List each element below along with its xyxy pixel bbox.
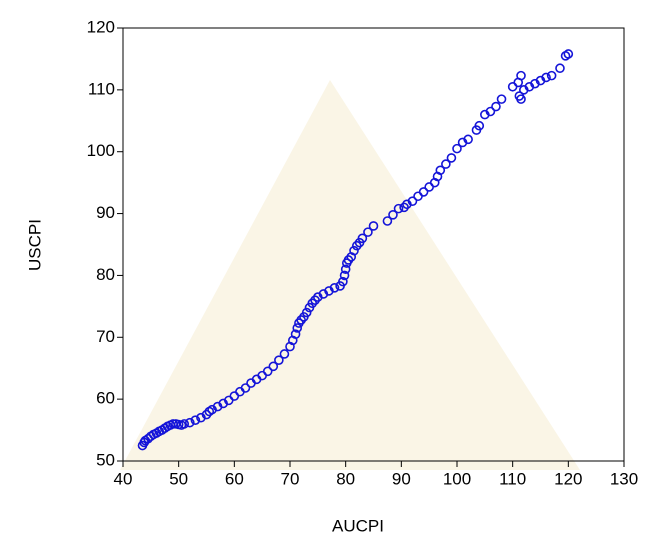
point	[268, 361, 279, 372]
point	[491, 101, 501, 112]
point	[418, 187, 429, 197]
x-tick-label: 130	[610, 469, 638, 488]
x-tick-label: 80	[336, 469, 355, 488]
point	[435, 165, 446, 176]
point	[485, 106, 496, 117]
y-tick-label: 110	[88, 79, 115, 98]
point	[496, 94, 507, 104]
point	[179, 419, 190, 429]
point	[413, 191, 423, 202]
point	[393, 203, 404, 214]
watermark	[120, 80, 580, 470]
point	[279, 349, 290, 359]
point	[339, 270, 350, 281]
x-tick-label: 40	[114, 469, 133, 488]
point	[290, 329, 301, 339]
y-tick-label: 80	[96, 265, 115, 284]
point	[407, 196, 418, 206]
point	[382, 216, 393, 226]
point	[190, 415, 201, 425]
point	[388, 210, 398, 220]
y-axis-label: USCPI	[25, 219, 44, 271]
point	[441, 159, 451, 169]
x-tick-label: 120	[554, 469, 582, 488]
point	[329, 282, 340, 293]
point	[516, 94, 526, 104]
point	[240, 383, 251, 393]
y-tick-label: 60	[96, 389, 115, 408]
x-tick-label: 60	[225, 469, 244, 488]
x-tick-label: 110	[499, 469, 526, 488]
point	[563, 49, 574, 59]
point	[541, 72, 551, 83]
point	[424, 182, 434, 192]
point	[292, 323, 303, 333]
point	[340, 264, 351, 275]
point	[516, 70, 526, 81]
point	[452, 143, 462, 154]
point	[357, 233, 368, 244]
x-tick-label: 90	[392, 469, 411, 488]
x-tick-label: 70	[281, 469, 300, 488]
y-tick-label: 90	[96, 203, 115, 222]
point	[274, 355, 284, 365]
point	[474, 120, 485, 131]
point	[349, 245, 359, 256]
point	[185, 417, 195, 428]
point	[363, 227, 373, 237]
point	[507, 81, 518, 92]
x-tick-label: 50	[169, 469, 188, 488]
y-tick-label: 50	[96, 450, 115, 469]
point	[555, 63, 565, 74]
point	[368, 221, 379, 231]
point	[262, 366, 273, 377]
point	[301, 307, 312, 318]
y-tick-label: 70	[96, 327, 115, 346]
x-tick-label: 100	[443, 469, 471, 488]
plot-frame	[122, 27, 625, 462]
point	[546, 70, 557, 81]
y-tick-label: 100	[87, 141, 115, 160]
point	[338, 276, 348, 287]
point	[463, 134, 473, 145]
y-tick-label: 120	[87, 17, 115, 36]
x-axis-label: AUCPI	[332, 516, 384, 535]
point	[446, 153, 457, 163]
